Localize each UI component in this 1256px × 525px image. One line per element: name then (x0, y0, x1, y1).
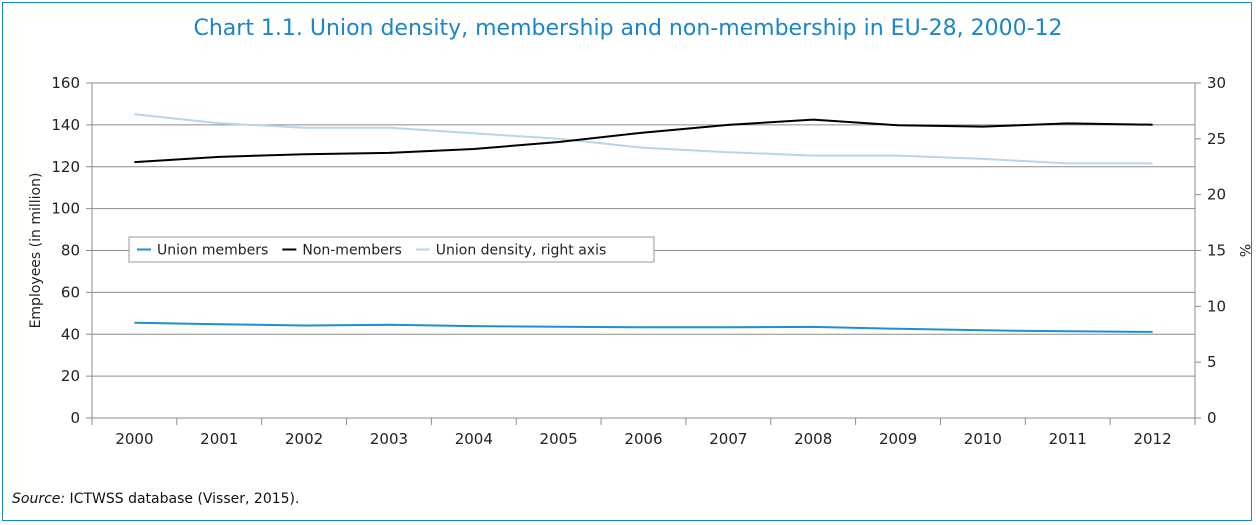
y-tick-label: 80 (61, 242, 80, 260)
x-tick-label: 2004 (455, 430, 493, 448)
source-note: Source: ICTWSS database (Visser, 2015). (12, 491, 299, 507)
y-tick-label: 40 (61, 325, 80, 343)
legend-label: Union members (157, 243, 268, 259)
legend: Union members Non-members Union density, r… (128, 236, 655, 263)
source-label: Source: (12, 491, 66, 507)
x-tick-label: 2001 (200, 430, 238, 448)
y-tick-label: 0 (70, 409, 80, 427)
x-tick-label: 2009 (879, 430, 917, 448)
y2-tick-label: 25 (1207, 130, 1226, 148)
chart-title: Chart 1.1. Union density, membership and… (193, 16, 1063, 41)
y-axis-title: Employees (in million) (28, 173, 44, 329)
series-line-union-members (134, 321, 1153, 333)
y-tick-label: 20 (61, 367, 80, 385)
y-tick-label: 140 (51, 116, 80, 134)
y2-tick-label: 5 (1207, 353, 1217, 371)
y-tick-label: 60 (61, 283, 80, 301)
y2-tick-label: 10 (1207, 297, 1226, 315)
legend-label: Non-members (302, 243, 401, 259)
series-lines (134, 113, 1153, 333)
series-line-union-density-right-axis (134, 113, 1153, 165)
y2-tick-label: 30 (1207, 74, 1226, 92)
x-tick-label: 2005 (540, 430, 578, 448)
x-tick-label: 2010 (964, 430, 1002, 448)
legend-label: Union density, right axis (436, 243, 607, 259)
x-tick-label: 2003 (370, 430, 408, 448)
x-tick-label: 2008 (794, 430, 832, 448)
y2-tick-label: 20 (1207, 186, 1226, 204)
y2-tick-label: 15 (1207, 242, 1226, 260)
series-line-non-members (134, 118, 1153, 164)
gridlines (92, 82, 1195, 377)
x-tick-label: 2006 (624, 430, 662, 448)
x-tick-label: 2000 (115, 430, 153, 448)
source-text: ICTWSS database (Visser, 2015). (65, 491, 300, 507)
y2-axis-title: % (1236, 244, 1252, 257)
legend-box (128, 236, 655, 263)
x-tick-label: 2002 (285, 430, 323, 448)
y-tick-label: 120 (51, 158, 80, 176)
axes: 0 20 40 60 80 100 120 140 160 0 5 10 15 20 25 30 2000 200… (28, 74, 1252, 448)
x-tick-label: 2011 (1049, 430, 1087, 448)
x-tick-label: 2012 (1133, 430, 1171, 448)
y-tick-label: 160 (51, 74, 80, 92)
y2-tick-label: 0 (1207, 409, 1217, 427)
y-tick-label: 100 (51, 200, 80, 218)
x-tick-label: 2007 (709, 430, 747, 448)
